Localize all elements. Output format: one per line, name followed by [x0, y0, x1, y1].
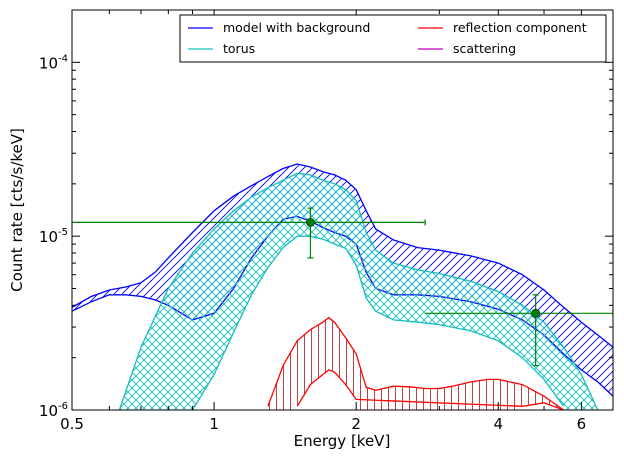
y-tick-label: 10-4	[39, 53, 68, 72]
y-axis-label: Count rate [cts/s/keV]	[8, 128, 26, 292]
x-axis-label: Energy [keV]	[294, 432, 391, 450]
reflection-component-lower-line	[296, 369, 564, 410]
series-layer	[72, 163, 613, 410]
y-tick-base: 10	[39, 228, 58, 246]
reflection-component-upper-line	[267, 316, 564, 410]
x-tick-label: 1	[209, 415, 219, 433]
data-points-layer	[72, 207, 613, 367]
x-tick-label: 2	[351, 415, 361, 433]
legend-label-scattering: scattering	[453, 41, 516, 56]
y-tick-exponent: -5	[58, 227, 68, 238]
x-tick-label: 4	[494, 415, 504, 433]
legend-box	[179, 14, 607, 63]
y-tick-exponent: -4	[58, 53, 68, 64]
legend-label-reflection: reflection component	[453, 20, 587, 35]
reflection-component-band	[267, 317, 564, 410]
torus-lower-line	[191, 235, 565, 410]
ticks-layer: 0.5 1 2 4 610-610-510-4	[39, 9, 614, 433]
torus-band	[119, 173, 598, 410]
y-tick-label: 10-5	[39, 227, 68, 246]
y-tick-base: 10	[39, 402, 58, 420]
legend: model with background reflection compone…	[179, 14, 607, 63]
legend-label-torus: torus	[223, 41, 255, 56]
plot-frame	[71, 9, 614, 411]
data-point-2	[531, 308, 541, 318]
data-point-1	[306, 218, 315, 227]
y-tick-label: 10-6	[39, 401, 68, 420]
legend-label-model: model with background	[223, 20, 370, 35]
y-tick-exponent: -6	[58, 401, 68, 412]
model-with-background-upper-line	[72, 163, 613, 348]
x-tick-label: 6	[577, 415, 587, 433]
x-tick-label: 0.5	[60, 415, 84, 433]
y-tick-base: 10	[39, 54, 58, 72]
